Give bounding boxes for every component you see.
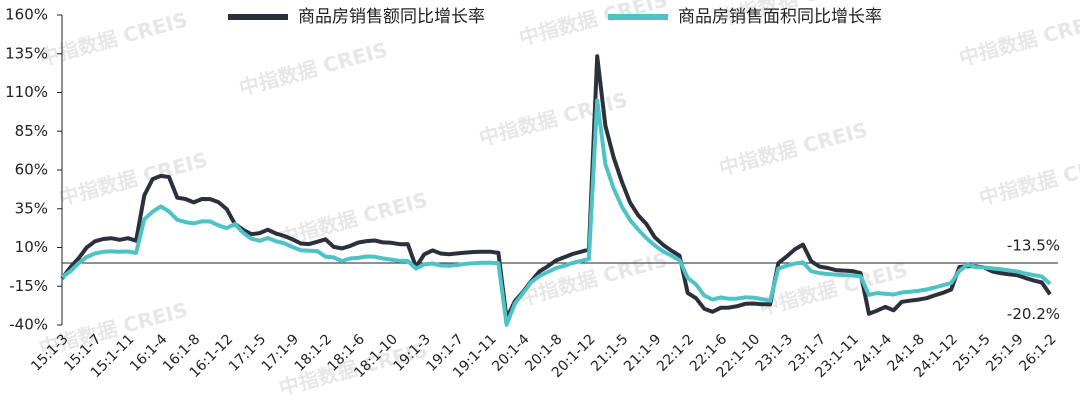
watermark: 中指数据 CREIS [957, 7, 1080, 70]
series-line [60, 54, 1052, 321]
legend-label: 商品房销售额同比增长率 [298, 7, 485, 27]
y-tick-label: 110% [5, 83, 48, 101]
y-tick-label: 160% [5, 6, 48, 24]
y-tick-label: 35% [15, 199, 48, 217]
watermark: 中指数据 CREIS [517, 0, 671, 50]
y-tick-label: 10% [15, 238, 48, 256]
data-label: -13.5% [1007, 236, 1060, 254]
y-tick-label: 135% [5, 44, 48, 62]
legend-label: 商品房销售面积同比增长率 [678, 7, 882, 27]
watermark: 中指数据 CREIS [977, 147, 1080, 210]
y-tick-label: -15% [9, 277, 48, 295]
y-tick-label: -40% [9, 316, 48, 334]
watermark: 中指数据 CREIS [237, 37, 391, 100]
watermark: 中指数据 CREIS [717, 117, 871, 180]
series-line [60, 98, 1052, 327]
y-tick-label: 60% [15, 161, 48, 179]
watermark: 中指数据 CREIS [477, 87, 631, 150]
y-tick-label: 85% [15, 122, 48, 140]
data-label: -20.2% [1007, 305, 1060, 323]
watermark: 中指数据 CREIS [517, 247, 671, 310]
watermark: 中指数据 CREIS [37, 7, 191, 70]
x-tick-label: 26:1-2 [1016, 331, 1059, 374]
